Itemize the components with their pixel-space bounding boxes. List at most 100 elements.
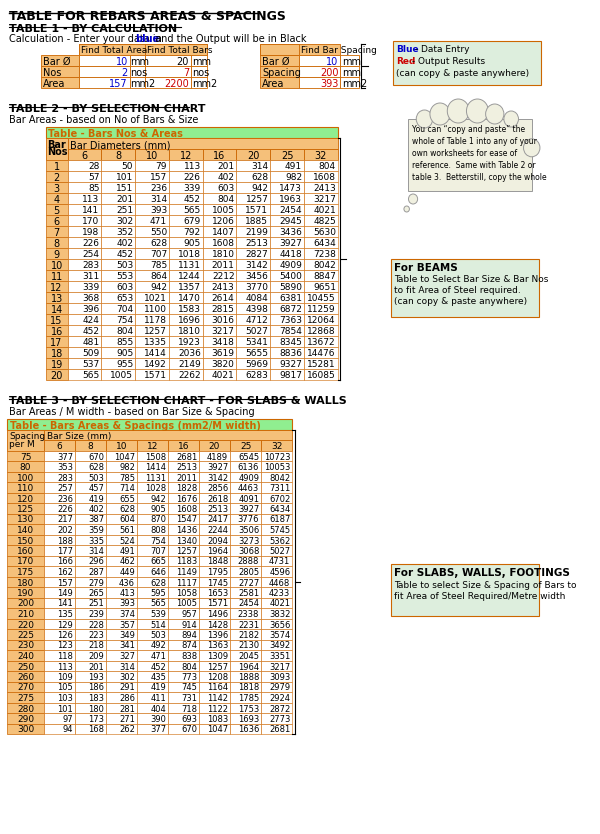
Text: 225: 225 (17, 631, 34, 640)
Bar (230, 461, 261, 471)
Bar (135, 248, 169, 259)
Text: 1608: 1608 (212, 239, 235, 248)
Bar (169, 358, 203, 369)
Text: 183: 183 (88, 694, 104, 703)
Text: 149: 149 (57, 589, 73, 598)
Text: 16: 16 (214, 151, 226, 161)
Text: 957: 957 (181, 610, 197, 619)
Text: 2413: 2413 (313, 184, 336, 193)
Text: 1244: 1244 (178, 272, 201, 281)
Bar (44, 587, 75, 597)
Text: 170: 170 (82, 217, 100, 226)
Bar (46, 303, 68, 314)
Bar (261, 724, 292, 734)
Bar (44, 713, 75, 724)
Text: 955: 955 (116, 360, 133, 369)
Text: 286: 286 (119, 694, 135, 703)
Bar (75, 724, 106, 734)
Bar (130, 77, 145, 88)
Bar (135, 171, 169, 182)
Bar (340, 55, 359, 66)
Text: 3217: 3217 (269, 662, 290, 671)
Text: Red: Red (396, 57, 416, 66)
Text: Bar: Bar (47, 140, 66, 150)
Text: 2417: 2417 (207, 515, 228, 525)
Text: 804: 804 (181, 662, 197, 671)
Text: 4712: 4712 (245, 316, 268, 325)
Text: 7854: 7854 (279, 327, 302, 336)
Text: 436: 436 (119, 579, 135, 587)
Text: 20: 20 (247, 151, 259, 161)
Bar (203, 182, 236, 193)
Text: 707: 707 (150, 547, 166, 556)
Text: 693: 693 (181, 715, 197, 724)
Text: 754: 754 (116, 316, 133, 325)
Text: 280: 280 (17, 705, 34, 714)
Bar (261, 450, 292, 461)
Text: 393: 393 (320, 79, 338, 89)
Text: 105: 105 (57, 684, 73, 692)
Text: 7363: 7363 (279, 316, 302, 325)
Text: 2130: 2130 (238, 641, 259, 651)
Text: 1571: 1571 (207, 600, 228, 609)
Bar (230, 713, 261, 724)
Text: 653: 653 (116, 294, 133, 303)
Bar (44, 524, 75, 535)
Bar (46, 127, 338, 138)
Text: 2581: 2581 (238, 589, 259, 598)
Text: 731: 731 (181, 694, 197, 703)
Text: 1257: 1257 (207, 662, 228, 671)
Text: 1131: 1131 (145, 474, 166, 483)
Bar (44, 430, 292, 440)
Bar (135, 325, 169, 336)
Bar (168, 650, 199, 661)
Bar (101, 237, 135, 248)
Text: 2618: 2618 (207, 495, 228, 504)
Bar (203, 248, 236, 259)
Text: 296: 296 (88, 557, 104, 566)
Text: 251: 251 (88, 600, 104, 609)
Bar (137, 576, 168, 587)
Bar (236, 259, 270, 270)
Bar (106, 461, 137, 471)
Text: 855: 855 (116, 338, 133, 347)
Text: 905: 905 (151, 505, 166, 514)
Bar (270, 358, 304, 369)
Text: 198: 198 (82, 228, 100, 237)
Bar (203, 259, 236, 270)
Bar (137, 471, 168, 482)
Text: 539: 539 (150, 610, 166, 619)
Bar (230, 671, 261, 681)
Text: 135: 135 (57, 610, 73, 619)
Text: 773: 773 (181, 673, 197, 682)
Text: 2681: 2681 (269, 726, 290, 735)
Bar (203, 215, 236, 226)
Bar (101, 314, 135, 325)
Text: 5: 5 (53, 206, 60, 216)
Circle shape (485, 104, 504, 124)
Bar (168, 629, 199, 640)
Text: 327: 327 (119, 652, 135, 661)
Text: and the Output will be in Black: and the Output will be in Black (152, 34, 307, 44)
Bar (230, 619, 261, 629)
Bar (44, 692, 75, 702)
Bar (261, 545, 292, 555)
Circle shape (447, 99, 469, 123)
Text: - Output Results: - Output Results (409, 57, 485, 66)
Bar (75, 597, 106, 608)
Bar (44, 576, 75, 587)
Bar (7, 503, 44, 514)
Bar (137, 661, 168, 671)
Bar (230, 514, 261, 524)
Bar (75, 661, 106, 671)
Text: 2045: 2045 (238, 652, 259, 661)
Bar (145, 77, 191, 88)
Text: 6434: 6434 (313, 239, 336, 248)
Text: 250: 250 (17, 662, 34, 671)
Text: 240: 240 (17, 652, 34, 661)
Bar (46, 281, 68, 292)
Text: 265: 265 (88, 589, 104, 598)
Bar (101, 160, 135, 171)
Bar (68, 270, 101, 281)
Bar (135, 292, 169, 303)
